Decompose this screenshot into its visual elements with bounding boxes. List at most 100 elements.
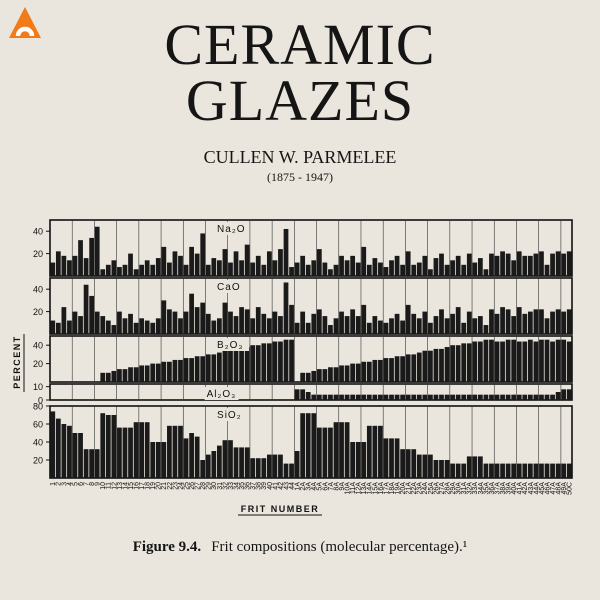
bar	[533, 341, 539, 382]
bar	[67, 425, 72, 478]
bar	[72, 255, 78, 276]
bar	[322, 394, 328, 400]
bar	[189, 433, 194, 478]
bar	[383, 394, 389, 400]
x-tick-label: 14A	[367, 482, 374, 495]
bar	[278, 316, 283, 334]
bar	[450, 313, 455, 334]
bar	[422, 454, 428, 478]
x-tick-label: 4	[67, 482, 74, 486]
bar	[466, 253, 472, 276]
bar	[255, 307, 261, 334]
x-tick-label: 34	[233, 482, 240, 490]
x-tick-label: 39A	[506, 482, 513, 495]
bar	[172, 311, 178, 334]
x-tick-label: 23	[172, 482, 179, 490]
bar	[100, 372, 106, 382]
bar	[239, 348, 244, 382]
x-tick-label: 7A	[328, 482, 335, 491]
bar	[472, 456, 478, 478]
x-tick-label: 26A	[433, 482, 440, 495]
bar	[544, 264, 550, 276]
bar	[328, 427, 333, 478]
bar	[444, 318, 450, 334]
bar	[339, 255, 344, 276]
bar	[155, 363, 161, 382]
bar	[350, 309, 356, 334]
publisher-logo-icon	[9, 7, 41, 38]
bar	[161, 300, 167, 334]
x-tick-label: 14	[122, 482, 129, 490]
x-tick-label: 43A	[528, 482, 535, 495]
bar	[383, 358, 389, 382]
x-tick-label: 1	[50, 482, 57, 486]
bar	[294, 322, 300, 334]
bar	[194, 307, 200, 334]
bar	[261, 343, 267, 382]
y-tick-label: 10	[33, 382, 43, 392]
bar	[339, 394, 344, 400]
bar	[250, 262, 256, 276]
bar	[350, 442, 356, 478]
bar	[539, 339, 544, 382]
bar	[222, 440, 228, 478]
bar	[322, 427, 328, 478]
bar	[216, 260, 222, 276]
bar	[455, 255, 461, 276]
bar	[266, 343, 272, 382]
bar	[355, 316, 361, 334]
bar	[255, 255, 261, 276]
bar	[378, 359, 383, 382]
bar	[205, 313, 211, 334]
x-tick-label: 18	[145, 482, 152, 490]
bar	[100, 413, 106, 478]
bar	[389, 394, 394, 400]
x-tick-label: 48A	[556, 482, 563, 495]
bar	[189, 246, 194, 276]
bar	[378, 320, 383, 334]
bar	[161, 246, 167, 276]
bar	[89, 295, 95, 334]
bar	[472, 341, 478, 382]
bar	[139, 422, 145, 478]
bar	[500, 307, 505, 334]
bar	[239, 260, 244, 276]
bar	[533, 253, 539, 276]
bar	[300, 372, 306, 382]
bar	[539, 394, 544, 400]
x-tick-label: 2	[56, 482, 63, 486]
bar	[311, 413, 317, 478]
series-label: CaO	[217, 282, 241, 293]
bar	[100, 316, 106, 334]
bar	[194, 436, 200, 478]
bar	[67, 320, 72, 334]
bar	[389, 358, 394, 382]
bar	[266, 251, 272, 276]
bar	[461, 343, 467, 382]
bar	[122, 318, 128, 334]
series-label: B₂O₃	[217, 340, 243, 351]
bar	[539, 309, 544, 334]
bar	[433, 460, 439, 478]
bar	[428, 350, 433, 382]
bar	[316, 369, 322, 382]
bar	[400, 449, 406, 478]
bar	[511, 394, 517, 400]
bar	[416, 394, 422, 400]
x-tick-label: 37	[250, 482, 257, 490]
book-title-line-2: GLAZES	[185, 68, 415, 133]
bar	[111, 260, 117, 276]
bar	[477, 394, 483, 400]
bar	[483, 339, 489, 382]
x-tick-label: 16	[133, 482, 140, 490]
bar	[500, 394, 505, 400]
y-tick-label: 40	[33, 438, 43, 448]
bar	[294, 451, 300, 478]
bar	[55, 251, 61, 276]
bar	[439, 309, 444, 334]
bar	[394, 255, 400, 276]
bar	[505, 309, 511, 334]
bar	[472, 394, 478, 400]
bar	[361, 394, 367, 400]
x-tick-label: 24	[178, 482, 185, 490]
